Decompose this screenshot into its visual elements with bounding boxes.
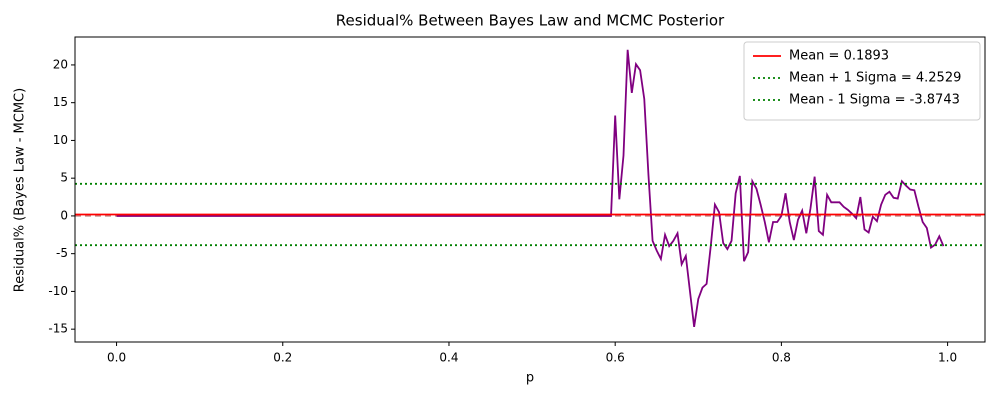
- y-tick-label: -15: [48, 322, 68, 336]
- x-tick-label: 0.4: [439, 351, 458, 365]
- data-line: [116, 49, 945, 328]
- x-tick-label: 0.2: [273, 351, 292, 365]
- x-tick-label: 1.0: [938, 351, 957, 365]
- x-tick-label: 0.8: [772, 351, 791, 365]
- x-axis-label: p: [526, 371, 534, 386]
- legend-label: Mean + 1 Sigma = 4.2529: [789, 71, 961, 86]
- legend-label: Mean - 1 Sigma = -3.8743: [789, 93, 960, 108]
- legend-box: [743, 41, 981, 121]
- x-tick-label: 0.6: [606, 351, 625, 365]
- y-tick-label: 5: [60, 171, 68, 185]
- y-axis-label: Residual% (Bayes Law - MCMC): [13, 88, 28, 292]
- chart-title: Residual% Between Bayes Law and MCMC Pos…: [336, 12, 725, 30]
- plot-frame: [74, 36, 986, 343]
- y-tick-label: 0: [60, 208, 68, 222]
- y-tick-label: 10: [53, 133, 68, 147]
- y-tick-label: -5: [56, 246, 68, 260]
- y-tick-label: -10: [48, 284, 68, 298]
- y-tick-label: 20: [53, 57, 68, 71]
- x-tick-label: 0.0: [107, 351, 126, 365]
- y-tick-label: 15: [53, 95, 68, 109]
- legend-label: Mean = 0.1893: [789, 49, 889, 64]
